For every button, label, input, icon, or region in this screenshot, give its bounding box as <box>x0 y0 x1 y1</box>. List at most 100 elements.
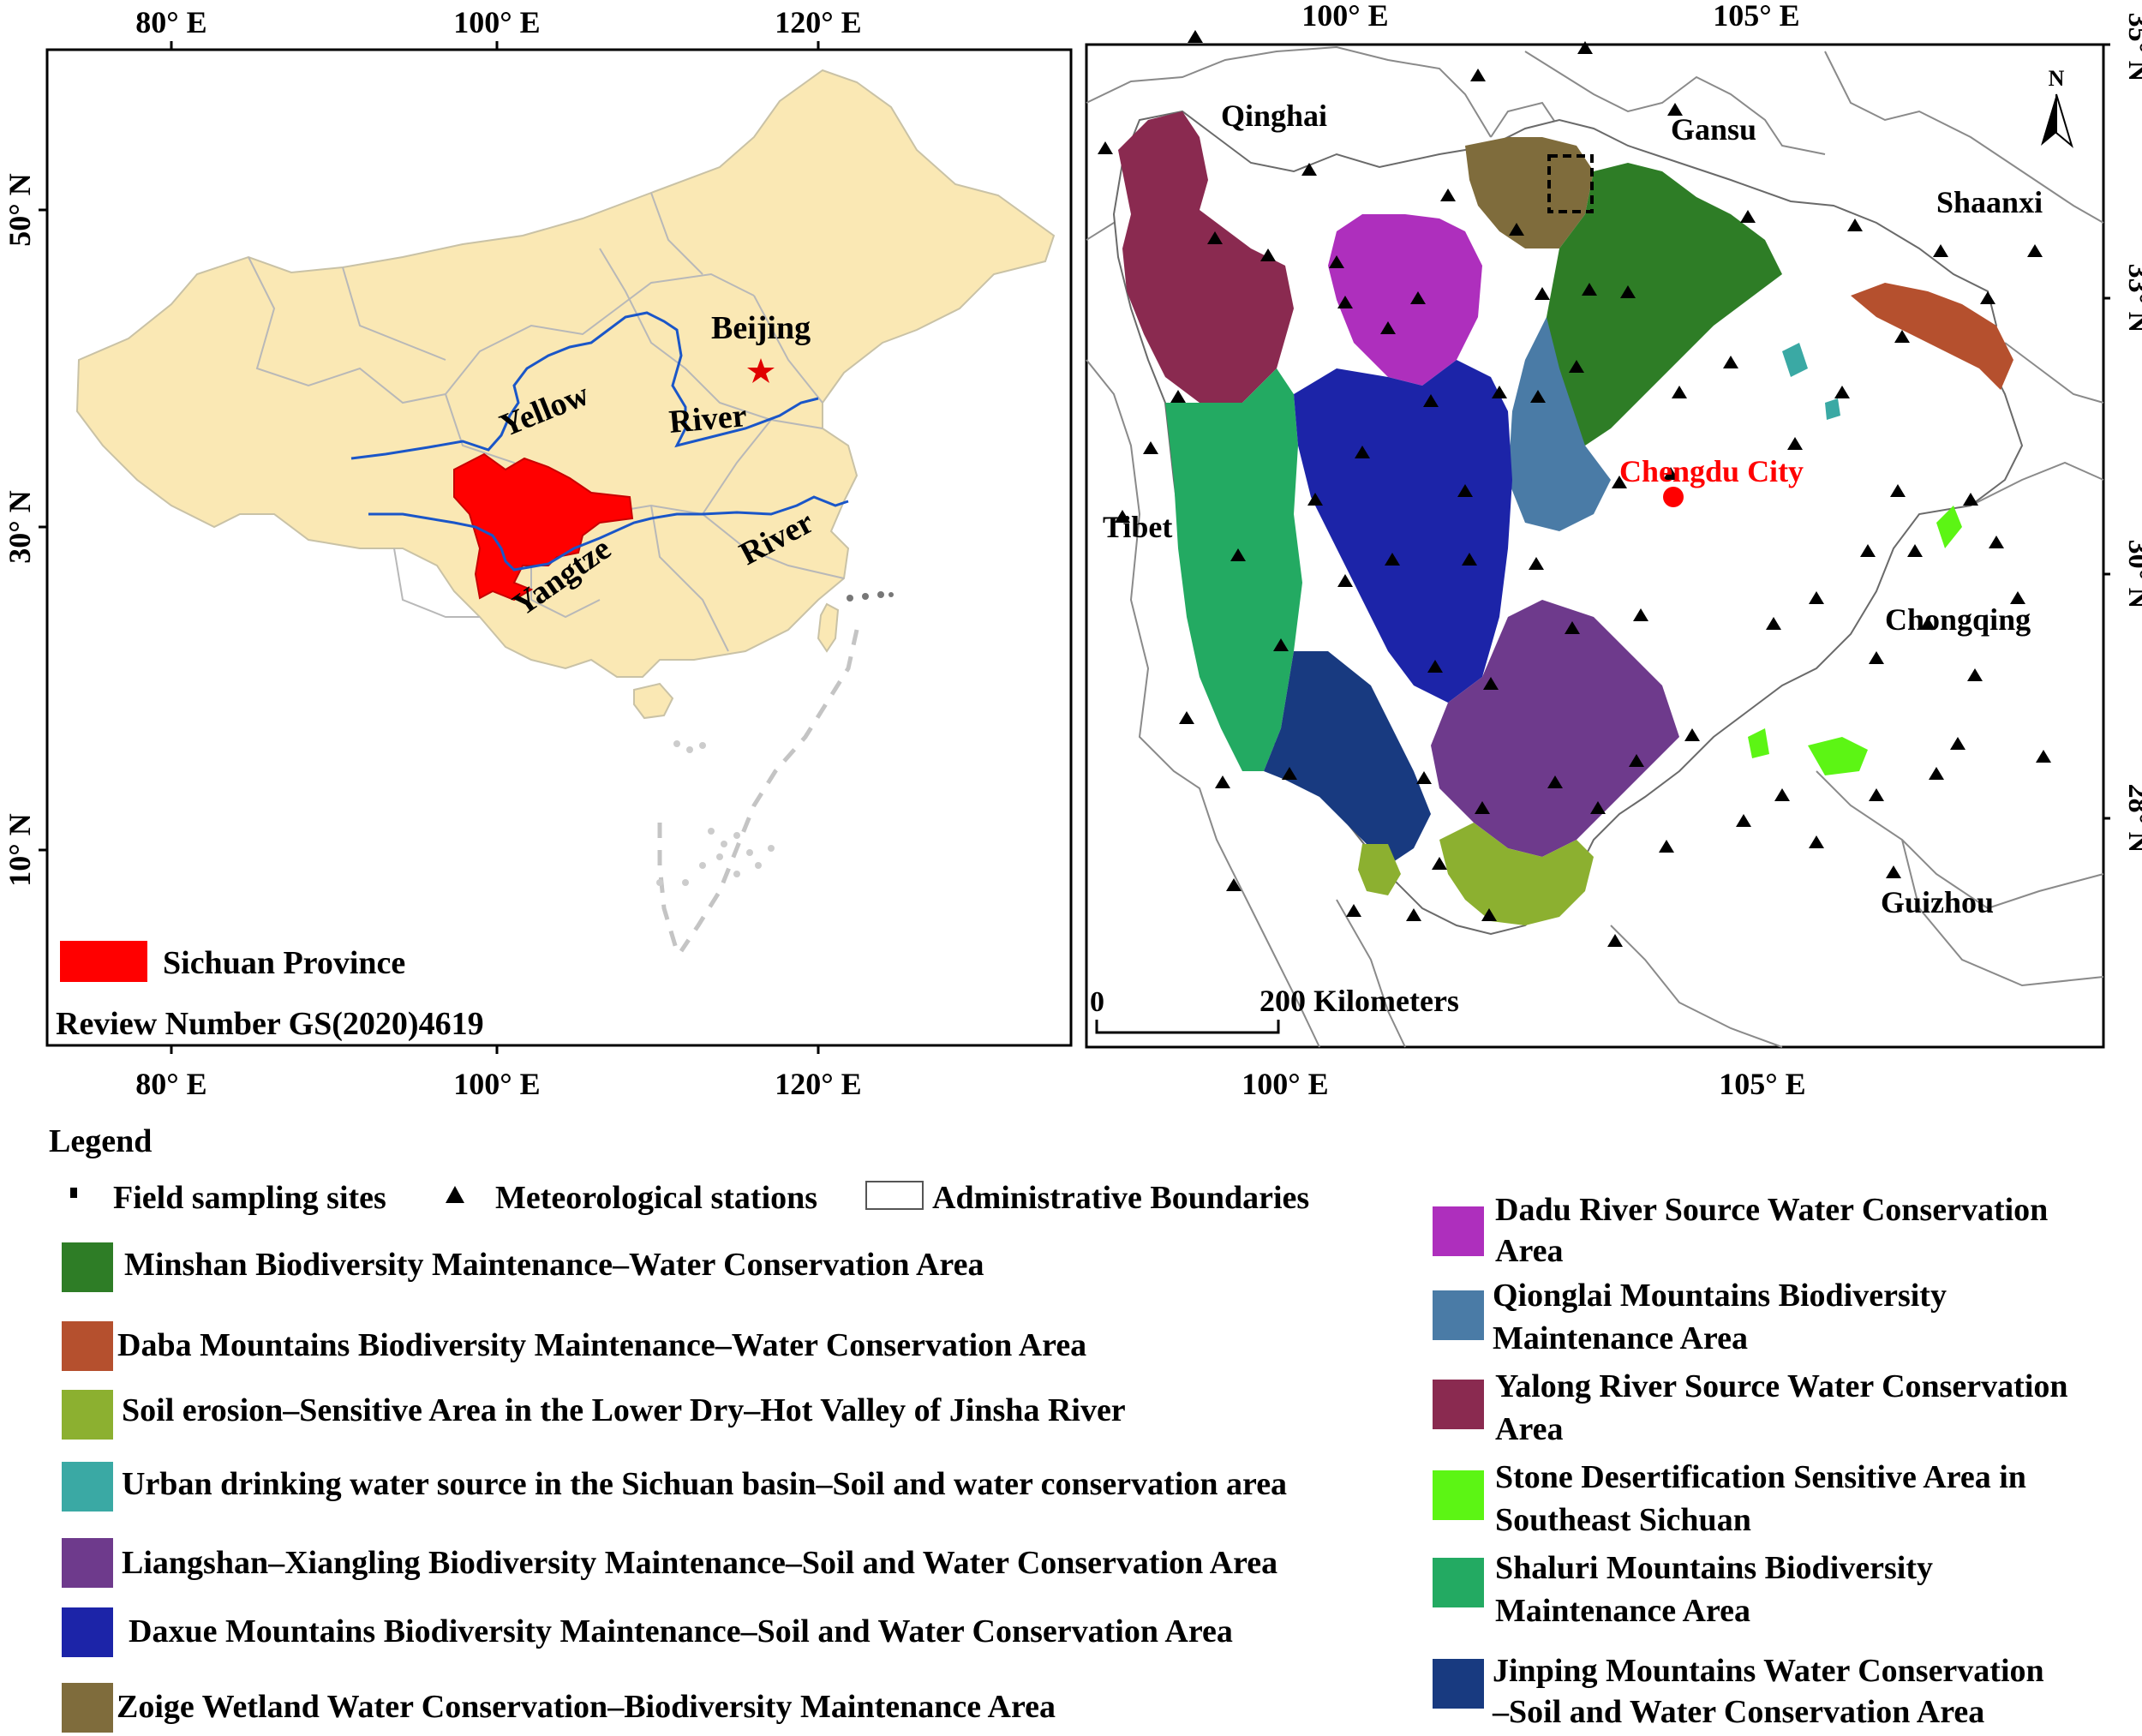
zone-liangshan-xiangling <box>1431 600 1679 857</box>
chengdu-city-marker <box>1663 487 1684 507</box>
legend-label-yalong-line1: Yalong River Source Water Conservation <box>1495 1368 2068 1404</box>
bottom-lon-tick-100: 100° E <box>1242 1067 1328 1101</box>
legend-label-qionglai-line1: Qionglai Mountains Biodiversity <box>1493 1278 1947 1314</box>
legend-swatch-dadu <box>1433 1206 1484 1256</box>
top-lon-tick-105: 105° E <box>1713 0 1799 33</box>
china-map-panel: 80° E 100° E 120° E 80° E 100° E 120° E … <box>3 5 1073 1101</box>
legend-label-jinping-line2: –Soil and Water Conservation Area <box>1493 1694 1985 1730</box>
field-sampling-site-symbol <box>70 1188 77 1198</box>
zone-shaluri-mountains <box>1165 368 1302 771</box>
top-lon-tick-80: 80° E <box>135 5 206 39</box>
field-sampling-site-box <box>1547 154 1594 213</box>
sichuan-legend-label: Sichuan Province <box>163 945 405 981</box>
zone-jinping-mountains <box>1264 651 1431 865</box>
region-tibet: Tibet <box>1103 510 1172 544</box>
yangtze-river <box>368 495 849 572</box>
region-gansu: Gansu <box>1671 112 1756 147</box>
scale-bar <box>1095 1020 1280 1034</box>
sichuan-map-panel: 100° E 105° E 100° E 105° E 35° N 33° N … <box>1085 0 2142 1101</box>
bottom-lon-tick-105: 105° E <box>1719 1067 1805 1101</box>
zone-jinsha-dry-hot-valley-2 <box>1358 844 1401 895</box>
scale-label: 200 Kilometers <box>1259 984 1459 1018</box>
bottom-lon-tick-120: 120° E <box>775 1067 861 1101</box>
region-chongqing: Chongqing <box>1885 602 2031 637</box>
region-shaanxi: Shaanxi <box>1936 185 2043 219</box>
legend-label-minshan: Minshan Biodiversity Maintenance–Water C… <box>124 1247 984 1283</box>
legend-label-jinsha: Soil erosion–Sensitive Area in the Lower… <box>122 1392 1126 1428</box>
hainan-island <box>633 682 674 720</box>
zone-daba-mountains <box>1851 283 2013 390</box>
top-lon-tick-120: 120° E <box>775 5 861 39</box>
zone-minshan-mountains <box>1542 163 1782 446</box>
beijing-label: Beijing <box>711 310 811 346</box>
review-number: Review Number GS(2020)4619 <box>56 1006 484 1042</box>
field-sampling-sites-label: Field sampling sites <box>113 1180 386 1216</box>
legend-label-dadu-line2: Area <box>1495 1233 1564 1269</box>
legend-label-jinping-line1: Jinping Mountains Water Conservation <box>1493 1653 2044 1689</box>
chengdu-city-label: Chengdu City <box>1619 454 1804 488</box>
legend-swatch-zoige <box>62 1683 113 1733</box>
lat-tick-28: 28° N <box>2122 784 2142 853</box>
legend-swatch-daba <box>62 1321 113 1371</box>
zone-qionglai-mountains <box>1508 317 1611 531</box>
legend-label-shaluri-line1: Shaluri Mountains Biodiversity <box>1495 1550 1933 1586</box>
legend-swatch-liangshan <box>62 1538 113 1588</box>
met-stations-label: Meteorological stations <box>495 1180 818 1216</box>
top-lon-tick-100: 100° E <box>453 5 540 39</box>
zone-stone-desertification <box>1808 737 1868 775</box>
north-arrow-label: N <box>2049 66 2065 91</box>
zone-yalong-river-source <box>1118 111 1294 403</box>
legend-swatch-qionglai <box>1433 1290 1484 1340</box>
top-lon-tick-100: 100° E <box>1301 0 1388 33</box>
legend-label-yalong-line2: Area <box>1495 1411 1564 1447</box>
bottom-lon-tick-80: 80° E <box>135 1067 206 1101</box>
admin-boundaries-label: Administrative Boundaries <box>932 1180 1310 1216</box>
scale-zero: 0 <box>1090 986 1104 1018</box>
zone-stone-desertification-3 <box>1748 728 1769 758</box>
legend-label-urban-drinking: Urban drinking water source in the Sichu… <box>122 1466 1288 1502</box>
legend-swatch-jinping <box>1433 1659 1484 1709</box>
legend-swatch-urban-drinking <box>62 1462 113 1512</box>
legend-label-qionglai-line2: Maintenance Area <box>1493 1320 1748 1356</box>
taiwan-island <box>817 602 840 653</box>
legend-swatch-jinsha <box>62 1390 113 1440</box>
admin-boundaries <box>1086 45 2104 1048</box>
lat-tick-50: 50° N <box>3 173 37 246</box>
china-landmass <box>75 69 1056 678</box>
meteorological-stations <box>1098 30 2051 947</box>
river-yellow-label: River <box>667 398 748 440</box>
legend-title: Legend <box>49 1123 153 1159</box>
legend-swatch-daxue <box>62 1607 113 1657</box>
met-station-symbol-icon <box>446 1186 464 1203</box>
legend-label-liangshan: Liangshan–Xiangling Biodiversity Mainten… <box>122 1545 1278 1581</box>
legend-label-stone-line1: Stone Desertification Sensitive Area in <box>1495 1459 2026 1495</box>
north-arrow-icon <box>2041 93 2073 148</box>
region-qinghai: Qinghai <box>1221 99 1327 133</box>
zone-dadu-river-source <box>1328 214 1482 386</box>
yellow-river <box>350 311 819 460</box>
zone-stone-desertification-2 <box>1936 506 1962 548</box>
legend-swatch-stone-desertification <box>1433 1470 1484 1520</box>
lat-tick-10: 10° N <box>3 813 37 886</box>
bottom-lon-tick-100: 100° E <box>453 1067 540 1101</box>
legend-label-shaluri-line2: Maintenance Area <box>1495 1593 1750 1629</box>
zone-jinsha-dry-hot-valley <box>1439 823 1594 925</box>
region-guizhou: Guizhou <box>1881 885 1994 919</box>
admin-boundary-symbol <box>865 1181 924 1210</box>
legend-swatch-minshan <box>62 1242 113 1292</box>
legend-label-stone-line2: Southeast Sichuan <box>1495 1502 1751 1538</box>
legend-label-zoige: Zoige Wetland Water Conservation–Biodive… <box>117 1689 1056 1725</box>
sichuan-province <box>453 452 634 602</box>
legend-swatch-yalong <box>1433 1380 1484 1429</box>
legend-label-dadu-line1: Dadu River Source Water Conservation <box>1495 1192 2049 1228</box>
lat-tick-33: 33° N <box>2122 264 2142 333</box>
zone-daxue-mountains <box>1294 360 1512 703</box>
south-china-sea-islands <box>657 629 859 953</box>
lat-tick-35: 35° N <box>2122 13 2142 82</box>
zone-urban-drinking-water <box>1782 343 1808 377</box>
zone-urban-drinking-water-2 <box>1825 398 1840 420</box>
sichuan-legend-swatch <box>60 941 147 982</box>
legend-label-daxue: Daxue Mountains Biodiversity Maintenance… <box>129 1613 1233 1649</box>
lat-tick-30: 30° N <box>2122 540 2142 609</box>
legend-swatch-shaluri <box>1433 1558 1484 1607</box>
